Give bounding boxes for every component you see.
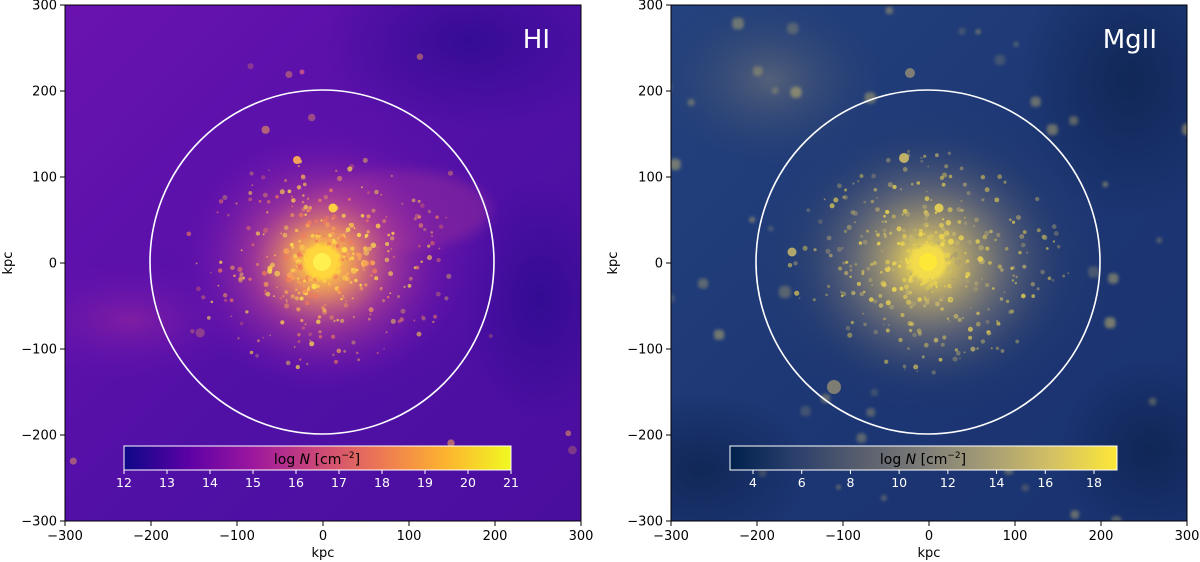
y-tick-label: 0 [655, 257, 663, 272]
x-tick-label: 100 [1003, 529, 1028, 544]
y-tick-label: −200 [627, 429, 663, 444]
colorbar-tick-label: 20 [460, 475, 476, 490]
x-axis-label: kpc [918, 546, 941, 561]
hi-map-image [65, 5, 581, 521]
colorbar-tick-label: 16 [1037, 475, 1053, 490]
y-tick-label: −100 [21, 343, 57, 358]
panel-title: MgII [1103, 25, 1157, 55]
mgii-map-image [671, 5, 1187, 521]
y-tick-label: 100 [32, 171, 57, 186]
colorbar: log N [cm−2] 4 6 8 10 12 14 16 18 [729, 445, 1118, 490]
colorbar-label: log N [cm−2] [880, 451, 966, 468]
x-tick-label: −200 [133, 529, 169, 544]
y-tick-label: 300 [638, 0, 663, 14]
y-tick-label: −300 [21, 515, 57, 530]
colorbar-gradient [729, 445, 1118, 471]
panel-mgii: MgII log N [cm−2] 4 6 8 10 12 14 16 18 −300 −200… [606, 0, 1199, 561]
colorbar-tick-label: 18 [1086, 475, 1102, 490]
colorbar-tick-label: 10 [891, 475, 907, 490]
virial-radius-circle [149, 89, 495, 435]
x-tick-label: 0 [925, 529, 933, 544]
colorbar-tick-label: 12 [116, 475, 132, 490]
x-tick-label: 100 [397, 529, 422, 544]
colorbar-tick-label: 16 [288, 475, 304, 490]
colorbar-ticks: 4 6 8 10 12 14 16 18 [749, 470, 1102, 490]
y-tick-label: 200 [32, 85, 57, 100]
colorbar-tick-label: 14 [989, 475, 1005, 490]
colorbar-tick-label: 13 [159, 475, 175, 490]
x-tick-label: 300 [1175, 529, 1200, 544]
colorbar-tick-label: 15 [245, 475, 261, 490]
colorbar-gradient [123, 445, 512, 471]
colorbar-tick-label: 18 [374, 475, 390, 490]
colorbar-label: log N [cm−2] [274, 451, 360, 468]
colorbar-tick-label: 6 [798, 475, 806, 490]
x-tick-label: 200 [1089, 529, 1114, 544]
y-tick-label: 0 [49, 257, 57, 272]
colorbar: log N [cm−2] 12 13 14 15 16 17 18 19 20 21 [116, 445, 519, 490]
x-tick-label: −200 [739, 529, 775, 544]
y-tick-label: −300 [627, 515, 663, 530]
y-axis: 300 200 100 0 −100 −200 −300 [21, 0, 65, 530]
x-axis-label: kpc [312, 546, 335, 561]
colorbar-tick-label: 14 [202, 475, 218, 490]
x-tick-label: 0 [319, 529, 327, 544]
x-tick-label: −100 [825, 529, 861, 544]
colorbar-tick-label: 19 [417, 475, 433, 490]
x-tick-label: −100 [219, 529, 255, 544]
y-tick-label: −100 [627, 343, 663, 358]
y-axis-label: kpc [606, 252, 621, 275]
colorbar-tick-label: 21 [503, 475, 519, 490]
x-axis: −300 −200 −100 0 100 200 300 [47, 521, 593, 544]
colorbar-tick-label: 8 [846, 475, 854, 490]
x-tick-label: 300 [569, 529, 594, 544]
colorbar-ticks: 12 13 14 15 16 17 18 19 20 21 [116, 470, 519, 490]
virial-radius-circle [755, 89, 1101, 435]
y-tick-label: 200 [638, 85, 663, 100]
x-tick-label: −300 [47, 529, 83, 544]
x-tick-label: −300 [653, 529, 689, 544]
y-axis: 300 200 100 0 −100 −200 −300 [627, 0, 671, 530]
y-tick-label: −200 [21, 429, 57, 444]
x-axis: −300 −200 −100 0 100 200 300 [653, 521, 1199, 544]
panel-title: HI [523, 25, 550, 55]
y-tick-label: 100 [638, 171, 663, 186]
x-tick-label: 200 [483, 529, 508, 544]
y-axis-label: kpc [1, 252, 16, 275]
colorbar-tick-label: 17 [331, 475, 347, 490]
colorbar-tick-label: 4 [749, 475, 757, 490]
colorbar-tick-label: 12 [940, 475, 956, 490]
panel-hi: HI log N [cm−2] 12 13 14 15 16 17 18 19 20 21 −30… [1, 0, 593, 561]
y-tick-label: 300 [32, 0, 57, 14]
